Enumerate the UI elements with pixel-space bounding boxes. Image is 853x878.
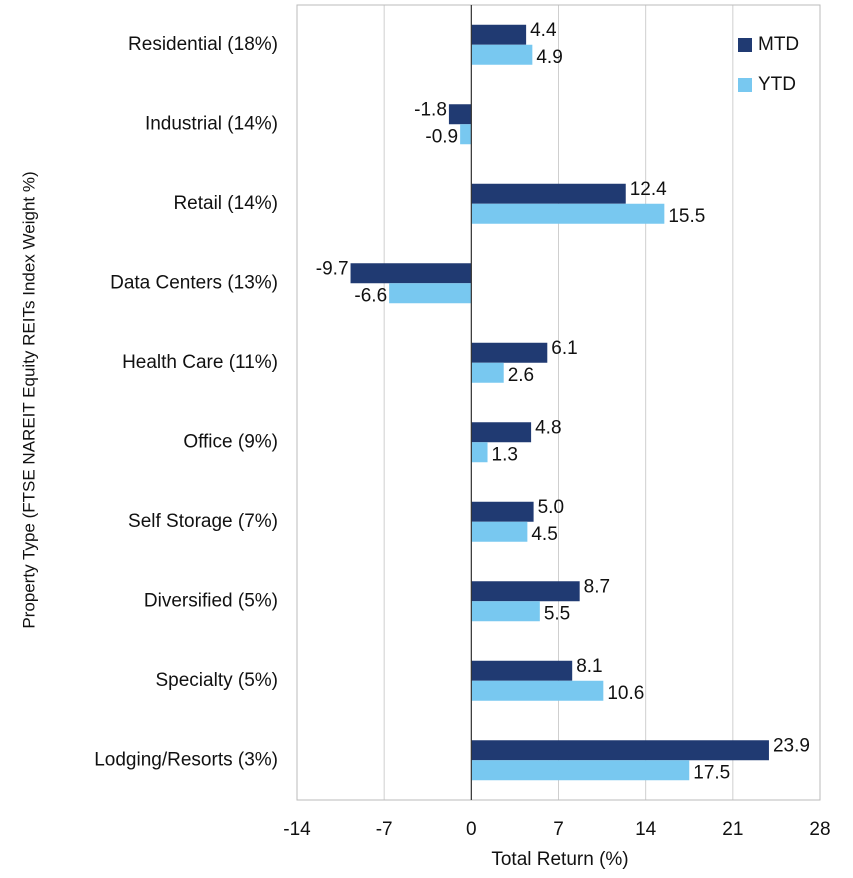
- y-tick-label: Self Storage (7%): [128, 511, 278, 532]
- y-tick-label: Specialty (5%): [156, 670, 279, 691]
- x-tick-label: 14: [635, 819, 657, 840]
- legend-label: MTD: [758, 34, 799, 55]
- data-label: -9.7: [316, 258, 349, 279]
- legend-swatch: [738, 78, 752, 92]
- bar: [471, 521, 528, 542]
- bar: [471, 422, 532, 443]
- bar: [471, 680, 604, 701]
- data-label: -6.6: [354, 285, 387, 306]
- data-label: 12.4: [630, 179, 667, 200]
- legend-swatch: [738, 38, 752, 52]
- data-label: 4.9: [536, 47, 562, 68]
- x-tick-label: -14: [283, 819, 311, 840]
- y-tick-label: Industrial (14%): [145, 113, 278, 134]
- bar: [471, 44, 533, 65]
- bar: [350, 263, 472, 284]
- y-tick-label: Data Centers (13%): [110, 272, 278, 293]
- bar: [471, 760, 690, 781]
- data-label: 8.1: [576, 656, 602, 677]
- y-axis-title: Property Type (FTSE NAREIT Equity REITs …: [19, 171, 38, 628]
- data-label: -0.9: [425, 126, 458, 147]
- data-label: 6.1: [551, 338, 577, 359]
- y-tick-label: Diversified (5%): [144, 590, 278, 611]
- data-label: 15.5: [668, 206, 705, 227]
- data-label: 1.3: [492, 444, 518, 465]
- x-tick-label: 28: [809, 819, 830, 840]
- legend-label: YTD: [758, 74, 796, 95]
- bar: [471, 660, 573, 681]
- x-tick-label: 21: [722, 819, 743, 840]
- bar: [471, 501, 534, 522]
- bar: [471, 442, 488, 463]
- y-tick-label: Residential (18%): [128, 34, 278, 55]
- bar: [460, 124, 472, 145]
- data-label: 5.0: [538, 497, 564, 518]
- data-label: -1.8: [414, 99, 447, 120]
- bar: [448, 104, 472, 125]
- bar: [471, 203, 665, 224]
- bar: [471, 601, 540, 622]
- data-label: 8.7: [584, 576, 610, 597]
- y-tick-label: Lodging/Resorts (3%): [94, 749, 278, 770]
- x-tick-label: 0: [466, 819, 477, 840]
- bar: [471, 183, 626, 204]
- bar: [389, 283, 472, 304]
- x-tick-label: -7: [376, 819, 393, 840]
- bar: [471, 24, 527, 45]
- y-tick-label: Health Care (11%): [122, 352, 278, 373]
- x-tick-label: 7: [553, 819, 564, 840]
- data-label: 17.5: [693, 762, 730, 783]
- data-label: 4.4: [530, 20, 557, 41]
- data-label: 2.6: [508, 365, 534, 386]
- bar: [471, 342, 548, 363]
- data-label: 4.8: [535, 417, 561, 438]
- bar: [471, 581, 580, 602]
- bar: [471, 740, 769, 761]
- data-label: 5.5: [544, 603, 570, 624]
- data-label: 10.6: [607, 683, 644, 704]
- y-tick-label: Retail (14%): [173, 193, 278, 214]
- bar: [471, 362, 504, 383]
- x-axis-title: Total Return (%): [491, 849, 628, 870]
- y-tick-label: Office (9%): [183, 431, 278, 452]
- plot-frame: [296, 4, 821, 801]
- data-label: 23.9: [773, 735, 810, 756]
- data-label: 4.5: [531, 524, 557, 545]
